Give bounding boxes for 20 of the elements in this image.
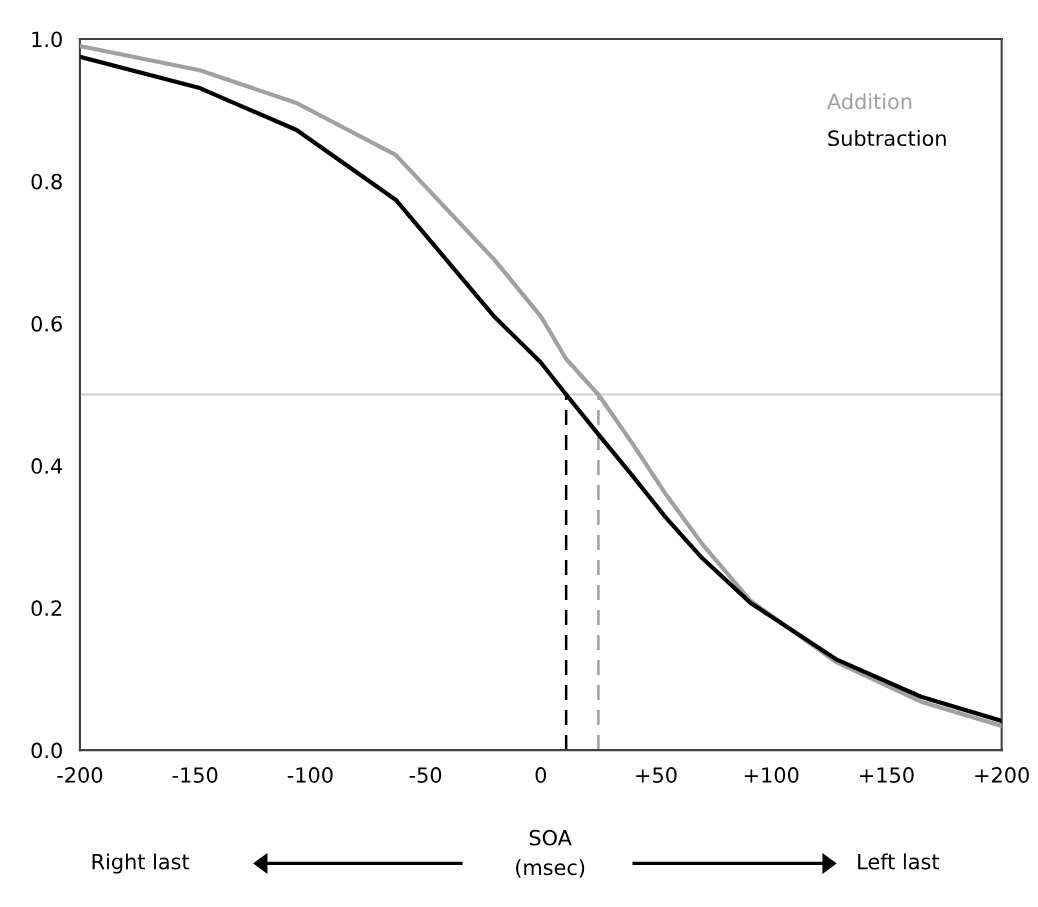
y-tick-label: 1.0 [32, 31, 62, 48]
x-tick-label: +100 [744, 767, 799, 783]
y-tick-label: 0.4 [31, 458, 63, 474]
x-tick-label: +200 [975, 767, 1029, 783]
y-tick-label: 0.2 [31, 600, 62, 617]
x-tick-label: -150 [172, 767, 218, 783]
y-tick-label: 0.0 [31, 742, 62, 759]
x-tick-label: +50 [636, 767, 677, 783]
y-tick-label: 0.8 [31, 173, 62, 190]
x-tick-label: +150 [860, 767, 914, 783]
x-tick-label: -200 [57, 767, 103, 783]
x-axis-title: SOA (msec) [516, 829, 585, 878]
text: Right last [92, 853, 190, 874]
text: Addition [827, 93, 912, 110]
y-tick-label: 0.6 [31, 315, 62, 332]
text: Left last [858, 853, 940, 870]
x-tick-label: -50 [409, 767, 442, 783]
x-tick-label: 0 [535, 767, 547, 783]
text: Subtraction [828, 130, 946, 147]
x-tick-label: -100 [287, 767, 333, 783]
